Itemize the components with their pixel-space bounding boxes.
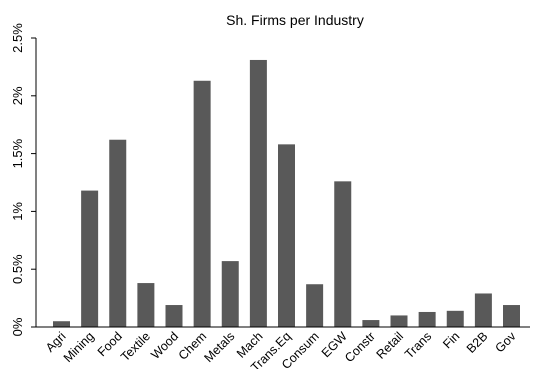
y-tick-label: 1% — [10, 202, 25, 221]
x-tick-label: Fin — [440, 329, 462, 351]
bar-food — [109, 139, 127, 327]
bars-group — [53, 59, 520, 328]
bar-constr — [362, 320, 380, 327]
bar-trans-eq — [278, 144, 295, 327]
y-tick-label: 2% — [10, 86, 25, 105]
bar-egw — [334, 181, 352, 327]
bar-agri — [53, 321, 70, 327]
x-tick-labels: AgriMiningFoodTextileWoodChemMetalsMachT… — [43, 329, 519, 369]
chart-title: Sh. Firms per Industry — [226, 12, 364, 28]
bar-gov — [503, 305, 520, 327]
bar-textile — [137, 283, 155, 327]
x-tick-label: Retail — [374, 329, 407, 362]
y-tick-labels: 0% 0.5% 1% 1.5% 2% 2.5% — [10, 23, 36, 336]
bar-retail — [390, 315, 408, 327]
bar-consum — [306, 284, 324, 327]
y-tick-label: 0.5% — [10, 254, 25, 284]
bar-b2b — [474, 293, 492, 327]
y-tick-label: 1.5% — [10, 138, 25, 168]
bar-fin — [446, 310, 464, 327]
y-tick-label: 2.5% — [10, 23, 25, 53]
x-tick-label: B2B — [464, 329, 491, 356]
x-tick-label: Wood — [148, 329, 181, 362]
x-tick-label: Metals — [201, 329, 237, 365]
x-tick-label: Mining — [61, 329, 97, 365]
bar-wood — [165, 305, 183, 327]
x-tick-label: Constr — [342, 329, 378, 365]
bar-mach — [249, 59, 267, 328]
bar-mining — [81, 190, 99, 327]
x-tick-label: Trans — [402, 329, 434, 361]
bar-trans — [418, 311, 436, 327]
bar-metals — [221, 261, 239, 327]
x-tick-label: Textile — [118, 329, 153, 364]
bar-chem — [193, 80, 211, 328]
y-tick-label: 0% — [10, 317, 25, 336]
x-tick-label: Gov — [493, 329, 520, 356]
